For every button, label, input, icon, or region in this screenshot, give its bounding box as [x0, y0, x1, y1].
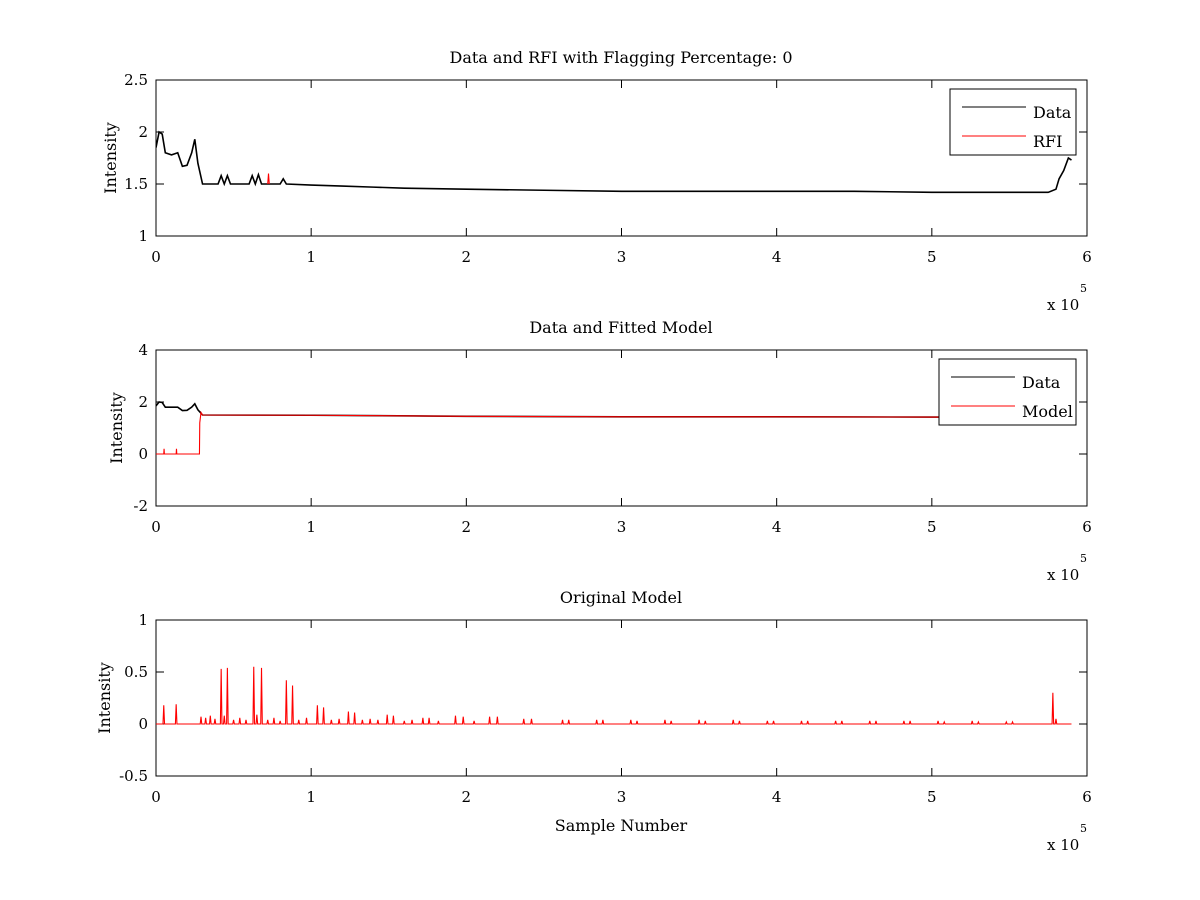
y-tick-label: 0.5 — [124, 663, 148, 681]
y-tick-label: 0 — [138, 715, 148, 733]
legend: Data Model — [938, 358, 1077, 426]
y-tick-label: 4 — [138, 341, 148, 359]
x-axis-exponent-power: 5 — [1080, 282, 1087, 295]
panel-fitted-model: Data and Fitted Model Intensity 0 1 2 3 4 5 6 -… — [107, 318, 1092, 584]
x-tick-label: 6 — [1082, 518, 1092, 536]
y-tick-label: -0.5 — [119, 767, 148, 785]
x-tick-label: 5 — [927, 518, 937, 536]
x-axis-exponent: x 10 — [1047, 296, 1079, 314]
axes-box — [155, 349, 1088, 507]
x-axis-exponent: x 10 — [1047, 836, 1079, 854]
x-tick-label: 0 — [151, 518, 161, 536]
x-tick-label: 3 — [617, 248, 627, 266]
chart-title: Original Model — [560, 588, 682, 607]
y-tick-label: -2 — [133, 497, 148, 515]
series-line-rfi — [267, 173, 270, 185]
x-tick-label: 0 — [151, 248, 161, 266]
series-line-model — [156, 410, 1049, 455]
series-line-model — [156, 666, 1072, 725]
axes-box — [155, 79, 1088, 237]
x-axis-label: Sample Number — [555, 816, 688, 835]
x-tick-label: 0 — [151, 788, 161, 806]
legend-label: RFI — [1033, 132, 1062, 151]
x-tick-label: 2 — [462, 788, 472, 806]
legend-box — [938, 358, 1077, 426]
x-tick-label: 3 — [617, 788, 627, 806]
legend-box — [949, 88, 1077, 156]
x-tick-label: 1 — [306, 518, 316, 536]
y-axis-label: Intensity — [95, 662, 114, 734]
chart-title: Data and RFI with Flagging Percentage: 0 — [449, 48, 792, 67]
x-tick-label: 3 — [617, 518, 627, 536]
panel-original-model: Original Model Intensity 0 1 2 3 4 5 6-0.500.5… — [95, 588, 1092, 854]
y-tick-label: 2.5 — [124, 71, 148, 89]
x-tick-label: 5 — [927, 248, 937, 266]
x-axis-exponent-power: 5 — [1080, 822, 1087, 835]
x-tick-label: 4 — [772, 518, 782, 536]
legend-label: Data — [1033, 103, 1072, 122]
y-tick-label: 1 — [138, 227, 148, 245]
x-tick-label: 5 — [927, 788, 937, 806]
y-tick-label: 0 — [138, 445, 148, 463]
x-tick-label: 1 — [306, 788, 316, 806]
y-axis-label: Intensity — [101, 122, 120, 194]
x-tick-label: 2 — [462, 518, 472, 536]
x-axis-exponent-power: 5 — [1080, 552, 1087, 565]
x-tick-label: 1 — [306, 248, 316, 266]
x-tick-label: 4 — [772, 788, 782, 806]
x-tick-label: 6 — [1082, 248, 1092, 266]
x-tick-label: 6 — [1082, 788, 1092, 806]
series-line-data — [156, 130, 1072, 194]
y-tick-label: 1 — [138, 611, 148, 629]
y-tick-label: 2 — [138, 123, 148, 141]
y-axis-label: Intensity — [107, 392, 126, 464]
chart-title: Data and Fitted Model — [529, 318, 712, 337]
plot-area: 0 1 2 3 4 5 6-0.500.51 — [119, 611, 1092, 806]
legend: Data RFI — [949, 88, 1077, 156]
panel-rfi: Data and RFI with Flagging Percentage: 0… — [101, 48, 1092, 314]
legend-label: Model — [1022, 402, 1073, 421]
x-tick-label: 2 — [462, 248, 472, 266]
y-tick-label: 1.5 — [124, 175, 148, 193]
legend-label: Data — [1022, 373, 1061, 392]
x-tick-label: 4 — [772, 248, 782, 266]
x-axis-exponent: x 10 — [1047, 566, 1079, 584]
axes-box — [155, 619, 1088, 777]
y-tick-label: 2 — [138, 393, 148, 411]
plot-area: 0 1 2 3 4 5 611.522.5 — [124, 71, 1092, 266]
